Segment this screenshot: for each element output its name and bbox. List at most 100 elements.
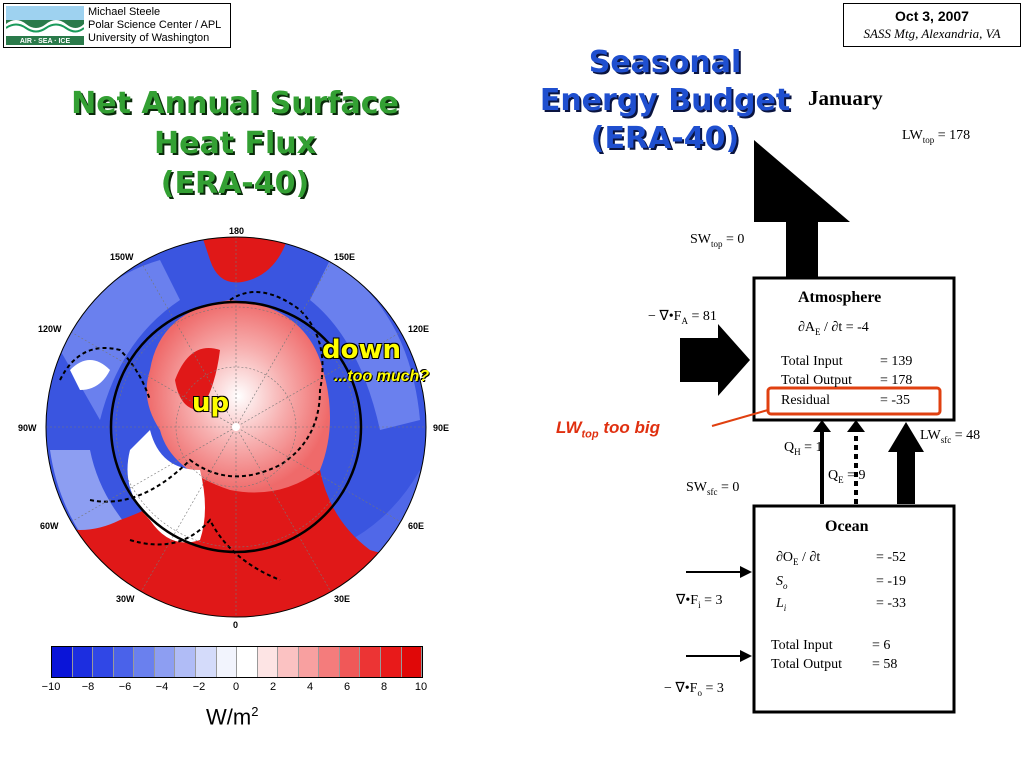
ocean-tendency-rest: / ∂t xyxy=(798,550,821,565)
qe-value: = 9 xyxy=(843,468,866,483)
ocean-li-value: = -33 xyxy=(876,596,907,611)
sw-top-label: SWtop = 0 xyxy=(690,232,744,249)
colorbar-swatch xyxy=(319,647,340,677)
colorbar-swatch xyxy=(72,647,94,677)
lw-sfc-text: LW xyxy=(920,428,941,443)
ocean-tendency-text: ∂O xyxy=(776,550,794,565)
div-fi-subscript: i xyxy=(698,599,701,610)
qh-label: QH = 1 xyxy=(784,440,823,457)
colorbar-swatch xyxy=(195,647,217,677)
lon-label-30w: 30W xyxy=(116,594,135,604)
colorbar-tick-label: −2 xyxy=(192,681,206,693)
lon-label-90e: 90E xyxy=(433,423,450,433)
colorbar-tick-label: −6 xyxy=(118,681,132,693)
north-pole-marker xyxy=(232,423,240,431)
atmosphere-title: Atmosphere xyxy=(798,289,882,306)
div-fi-arrow xyxy=(740,566,752,578)
qe-label: QE = 9 xyxy=(828,468,866,485)
colorbar-swatch xyxy=(257,647,279,677)
author-center: Polar Science Center / APL xyxy=(88,19,222,31)
lw-sfc-value: = 48 xyxy=(951,428,981,443)
lw-top-too-big-note: LWtop too big xyxy=(556,418,660,440)
colorbar-tick-label: 2 xyxy=(269,681,277,693)
div-fo-arrow xyxy=(740,650,752,662)
colorbar-swatch xyxy=(339,647,361,677)
div-fi-text: ∇•F xyxy=(676,593,699,608)
left-title-line-3: (ERA-40) xyxy=(160,166,310,201)
div-fa-label: − ∇•FA = 81 xyxy=(648,308,717,326)
lw-top-label: LWtop = 178 xyxy=(902,128,970,145)
atm-total-input-value: = 139 xyxy=(880,354,913,369)
div-fo-subscript: o xyxy=(697,687,702,698)
institution-logo-box: AIR · SEA · ICE Michael Steele Polar Sci… xyxy=(3,3,231,48)
ocean-total-output-label: Total Output xyxy=(771,657,842,672)
month-label: January xyxy=(808,86,883,110)
li-text: L xyxy=(776,596,784,611)
colorbar-units: W/m2 xyxy=(206,704,258,730)
ocean-total-input-value: = 6 xyxy=(872,638,891,653)
colorbar-swatch xyxy=(360,647,381,677)
left-title-line-2: Heat Flux xyxy=(154,126,316,161)
right-title-line-2: Energy Budget xyxy=(539,83,791,118)
lon-label-150w: 150W xyxy=(110,252,134,262)
sw-sfc-label: SWsfc = 0 xyxy=(686,480,739,497)
right-title-line-3: (ERA-40) xyxy=(590,121,740,156)
lon-label-150e: 150E xyxy=(334,252,356,262)
polar-heat-flux-map xyxy=(45,236,427,618)
so-subscript: o xyxy=(783,580,788,591)
ocean-total-output-value: = 58 xyxy=(872,657,898,672)
colorbar-tick-label: 0 xyxy=(232,681,240,693)
qe-text: Q xyxy=(828,468,839,483)
so-text: S xyxy=(776,574,783,589)
lon-label-180: 180 xyxy=(229,226,245,236)
left-title-line-1: Net Annual Surface xyxy=(71,86,399,121)
sw-sfc-text: SW xyxy=(686,480,707,495)
lon-label-90w: 90W xyxy=(18,423,37,433)
colorbar xyxy=(51,646,423,678)
lon-label-120w: 120W xyxy=(38,324,62,334)
atm-tendency-text: ∂A xyxy=(798,320,816,335)
colorbar-swatch xyxy=(237,647,258,677)
colorbar-swatch xyxy=(381,647,402,677)
meeting-info-box: Oct 3, 2007 SASS Mtg, Alexandria, VA xyxy=(843,3,1021,47)
colorbar-tick-label: 6 xyxy=(343,681,351,693)
colorbar-swatch xyxy=(278,647,299,677)
colorbar-ticks: −10 −8 −6 −4 −2 0 2 4 6 8 10 xyxy=(42,681,427,695)
annotation-down: down xyxy=(322,335,402,365)
author-name: Michael Steele xyxy=(88,6,161,18)
div-fo-text: − ∇•F xyxy=(664,681,698,696)
sw-sfc-subscript: sfc xyxy=(707,486,718,497)
annotation-up: up xyxy=(192,388,230,418)
sw-top-value: = 0 xyxy=(722,232,745,247)
note-text: LW xyxy=(556,418,582,437)
right-title-line-1: Seasonal xyxy=(588,45,742,80)
atm-total-output-value: = 178 xyxy=(880,373,913,388)
colorbar-tick-label: −8 xyxy=(81,681,95,693)
lw-top-text: LW xyxy=(902,128,923,143)
div-fi-label: ∇•Fi = 3 xyxy=(676,592,722,610)
qh-value: = 1 xyxy=(800,440,823,455)
residual-highlight xyxy=(766,386,942,416)
ocean-box xyxy=(752,504,956,714)
ocean-li-label: Li xyxy=(776,596,786,613)
atm-tendency-value: / ∂t = -4 xyxy=(820,320,869,335)
annotation-too-much: ...too much? xyxy=(334,368,430,385)
colorbar-swatch xyxy=(175,647,196,677)
qe-subscript: E xyxy=(838,474,844,485)
lw-sfc-label: LWsfc = 48 xyxy=(920,428,980,445)
note-subscript: top xyxy=(581,428,599,441)
atm-residual-label: Residual xyxy=(781,393,830,408)
colorbar-tick-label: 8 xyxy=(380,681,388,693)
lw-top-value: = 178 xyxy=(934,128,971,143)
div-fo-label: − ∇•Fo = 3 xyxy=(664,680,724,698)
div-fa-subscript: A xyxy=(681,315,688,326)
colorbar-tick-label: −10 xyxy=(41,681,61,693)
colorbar-swatch xyxy=(298,647,320,677)
div-fa-arrow xyxy=(680,324,750,396)
qh-text: Q xyxy=(784,440,795,455)
colorbar-swatch xyxy=(113,647,135,677)
lon-label-60w: 60W xyxy=(40,521,59,531)
colorbar-swatch xyxy=(93,647,114,677)
lw-sfc-subscript: sfc xyxy=(940,434,952,445)
atm-residual-value: = -35 xyxy=(880,393,911,408)
